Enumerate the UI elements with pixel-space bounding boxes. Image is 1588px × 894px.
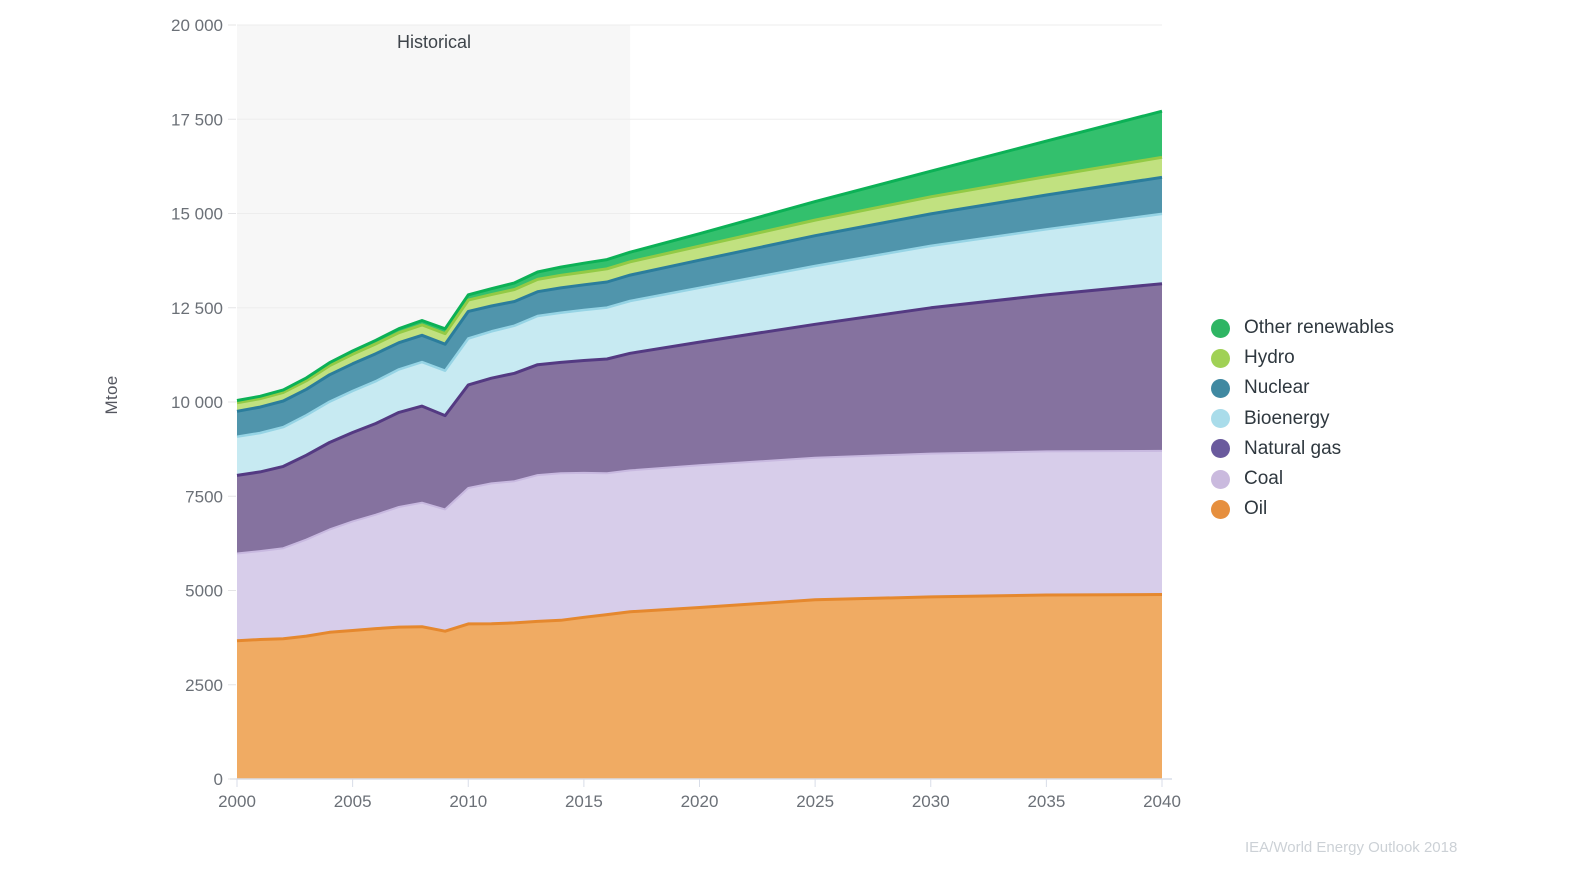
legend-swatch-oil <box>1211 499 1230 519</box>
area-bioenergy <box>237 213 1162 476</box>
x-axis-tick-label: 2040 <box>1143 792 1181 811</box>
area-nuclear <box>237 177 1162 437</box>
legend-label-bioenergy: Bioenergy <box>1244 407 1330 429</box>
legend-swatch-other-renewables <box>1211 318 1230 338</box>
topline-bioenergy <box>236 212 1163 438</box>
legend-label-coal: Coal <box>1244 468 1284 490</box>
x-axis-tick-label: 2005 <box>334 792 372 811</box>
legend-item-bioenergy[interactable]: Bioenergy <box>1211 404 1394 434</box>
legend-item-oil[interactable]: Oil <box>1211 494 1394 524</box>
legend-label-nuclear: Nuclear <box>1244 377 1310 399</box>
area-coal <box>237 450 1162 641</box>
x-axis-tick-label: 2025 <box>796 792 834 811</box>
x-axis-tick-label: 2015 <box>565 792 603 811</box>
legend-item-other-renewables[interactable]: Other renewables <box>1211 313 1394 343</box>
legend-item-natural-gas[interactable]: Natural gas <box>1211 434 1394 464</box>
x-axis-tick-label: 2030 <box>912 792 950 811</box>
area-other-renewables <box>237 111 1162 403</box>
x-axis-tick-label: 2035 <box>1027 792 1065 811</box>
legend-label-hydro: Hydro <box>1244 347 1295 369</box>
legend-label-natural-gas: Natural gas <box>1244 437 1342 459</box>
topline-oil <box>236 593 1163 643</box>
area-oil <box>237 594 1162 779</box>
legend-label-oil: Oil <box>1244 498 1268 520</box>
y-axis-tick-label: 15 000 <box>171 205 223 224</box>
legend-swatch-natural-gas <box>1211 439 1230 459</box>
legend: Other renewables Hydro Nuclear Bioenergy Nat… <box>1211 313 1394 524</box>
legend-swatch-coal <box>1211 469 1230 489</box>
area-natural-gas <box>237 283 1162 554</box>
y-axis-tick-label: 2500 <box>185 676 223 695</box>
x-axis-tick-label: 2020 <box>681 792 719 811</box>
y-axis-tick-label: 20 000 <box>171 16 223 35</box>
topline-hydro <box>236 155 1163 405</box>
legend-item-coal[interactable]: Coal <box>1211 464 1394 494</box>
legend-item-nuclear[interactable]: Nuclear <box>1211 373 1394 403</box>
area-hydro <box>237 157 1162 412</box>
y-axis-tick-label: 0 <box>214 770 223 789</box>
x-axis-tick-label: 2010 <box>449 792 487 811</box>
y-axis-title: Mtoe <box>102 375 121 415</box>
legend-item-hydro[interactable]: Hydro <box>1211 343 1394 373</box>
x-axis-tick-label: 2000 <box>218 792 256 811</box>
topline-natural-gas <box>236 282 1163 477</box>
y-axis-tick-label: 10 000 <box>171 393 223 412</box>
legend-swatch-hydro <box>1211 348 1230 368</box>
y-axis-tick-label: 5000 <box>185 582 223 601</box>
y-axis-tick-label: 7500 <box>185 487 223 506</box>
source-credit: IEA/World Energy Outlook 2018 <box>1245 839 1458 856</box>
y-axis-tick-label: 12 500 <box>171 299 223 318</box>
legend-swatch-bioenergy <box>1211 409 1230 429</box>
historical-region-label: Historical <box>396 32 471 52</box>
topline-other-renewables <box>236 109 1163 402</box>
legend-label-other-renewables: Other renewables <box>1244 317 1394 339</box>
y-axis-tick-label: 17 500 <box>171 110 223 129</box>
legend-swatch-nuclear <box>1211 378 1230 398</box>
topline-coal <box>236 449 1163 555</box>
topline-nuclear <box>236 175 1163 413</box>
